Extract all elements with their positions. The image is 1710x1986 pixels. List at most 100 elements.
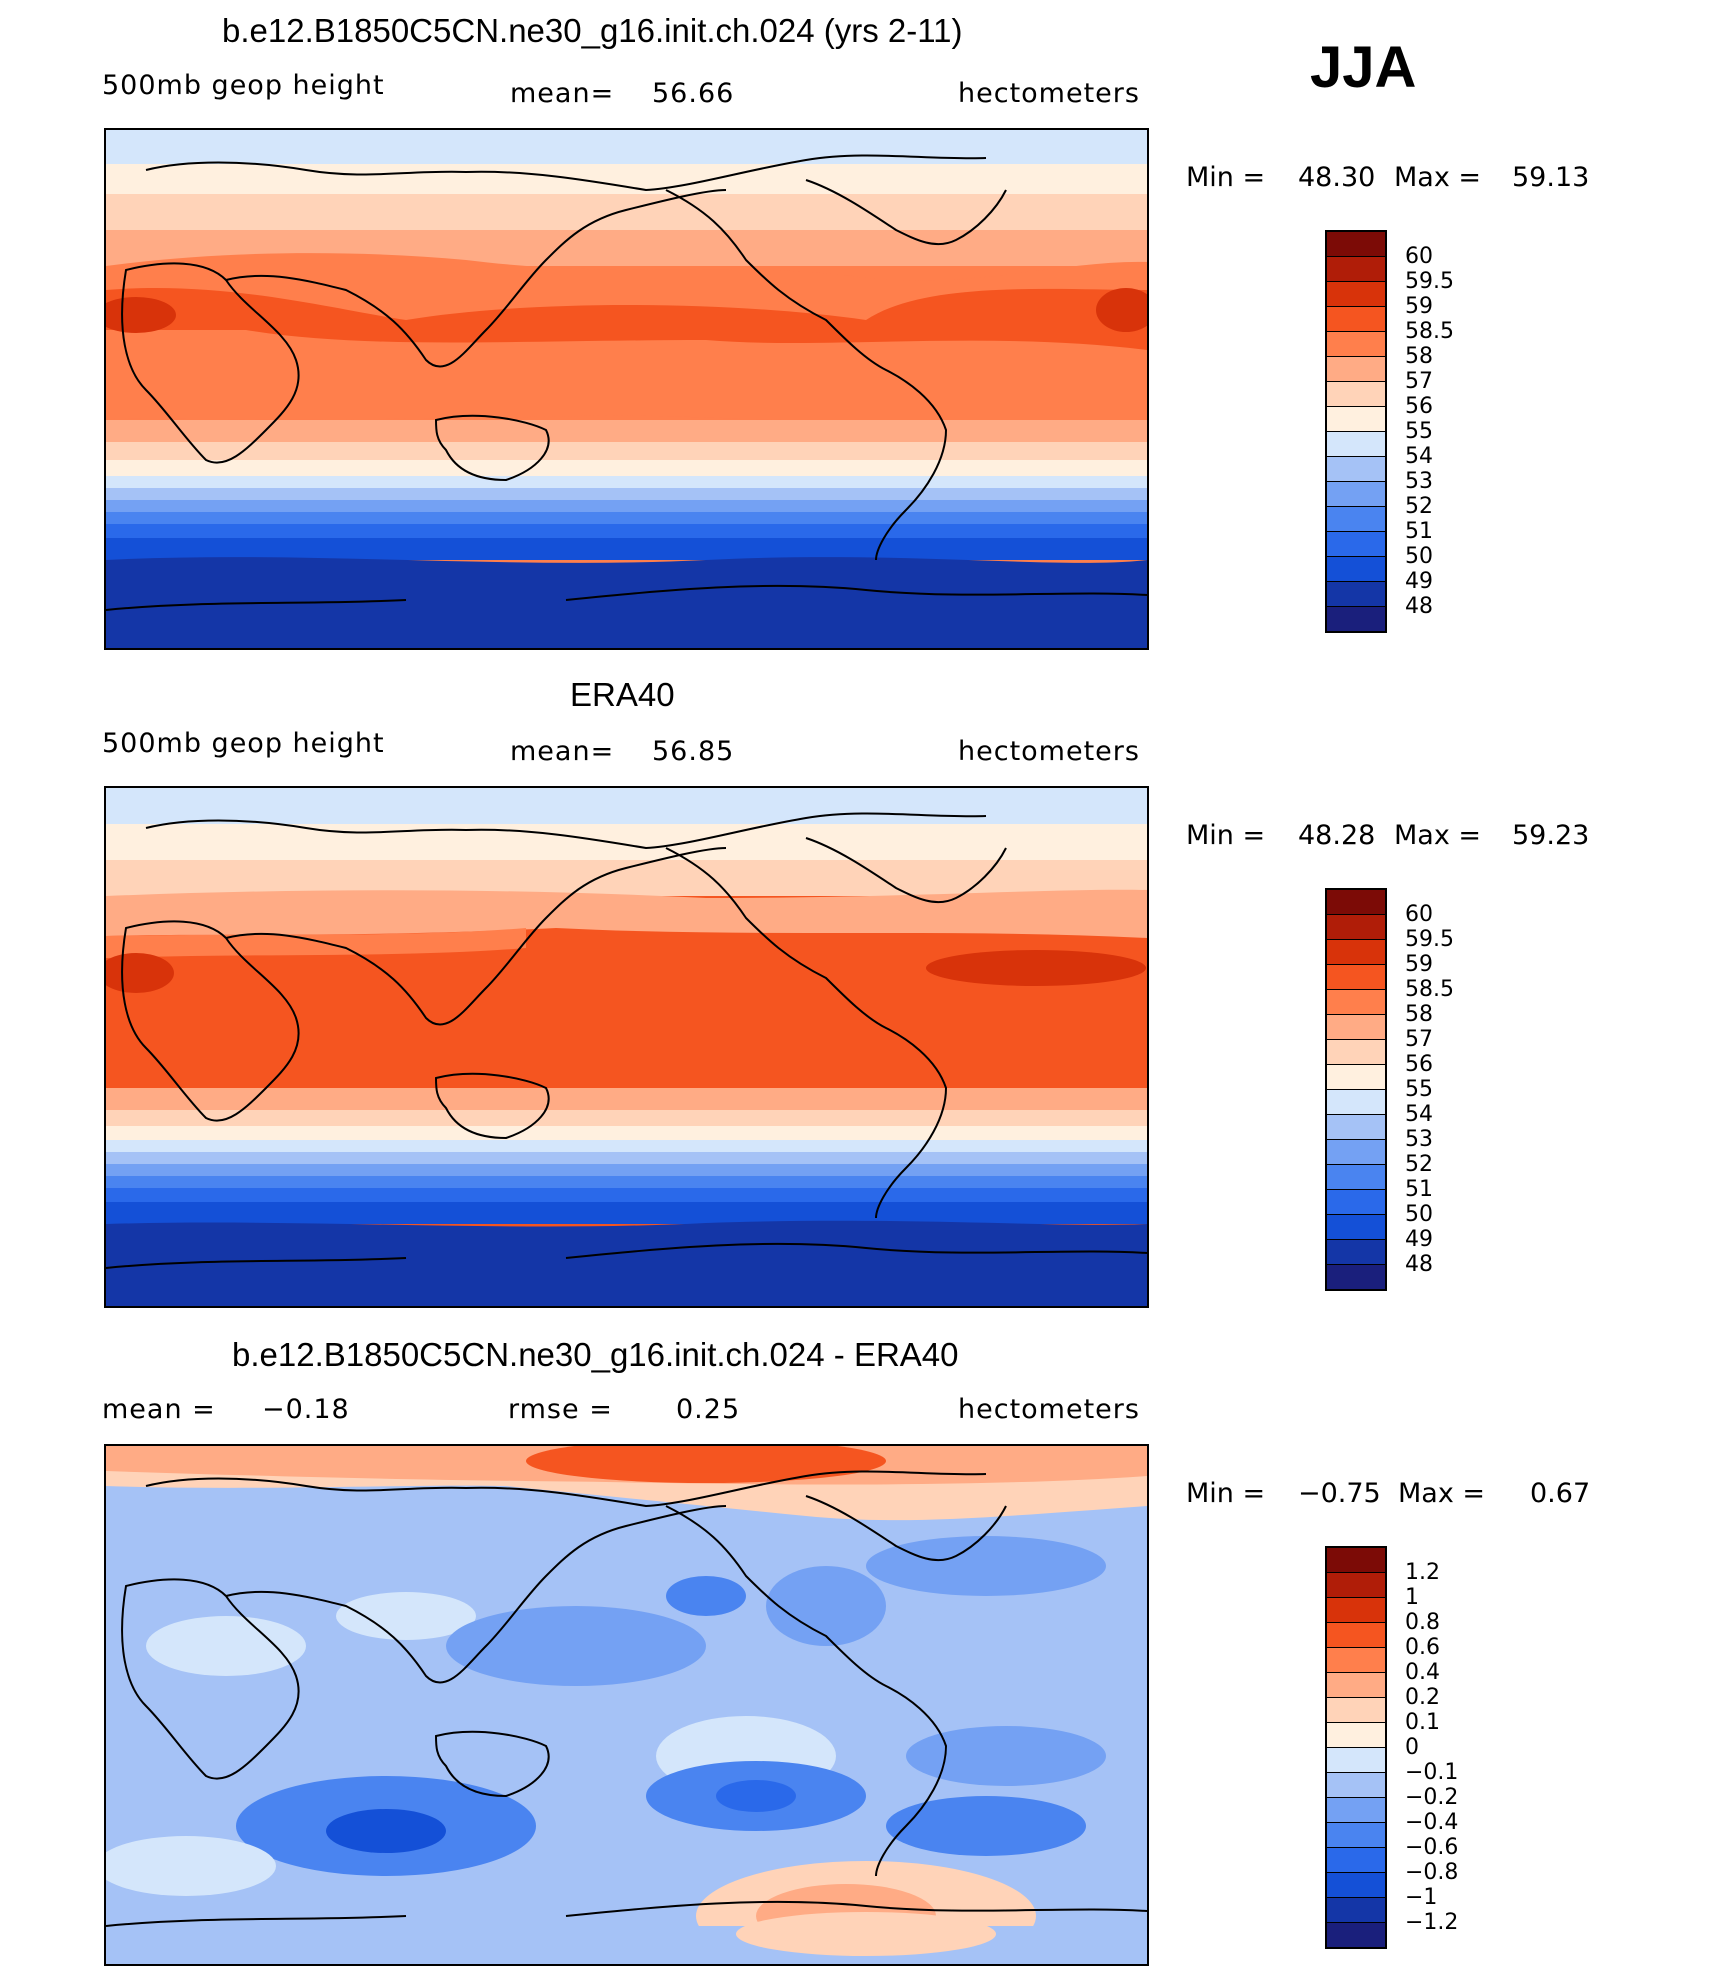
colorbar-label: 59.5	[1405, 269, 1454, 294]
panel-2-mean-label: mean=	[510, 736, 615, 767]
colorbar-swatch	[1327, 532, 1385, 557]
colorbar-label: 60	[1405, 244, 1433, 269]
colorbar-swatch	[1327, 232, 1385, 257]
colorbar-swatch	[1327, 1190, 1385, 1215]
colorbar-label: 55	[1405, 419, 1433, 444]
panel-1-mean-label: mean=	[510, 78, 615, 109]
panel-2-max-value: 59.23	[1512, 820, 1590, 851]
colorbar-label: −0.4	[1405, 1810, 1459, 1835]
colorbar-swatch	[1327, 507, 1385, 532]
panel-3-mean-value: −0.18	[262, 1394, 350, 1425]
colorbar-swatch	[1327, 1898, 1385, 1923]
colorbar-swatch	[1327, 432, 1385, 457]
colorbar-swatch	[1327, 1848, 1385, 1873]
colorbar-swatch	[1327, 1673, 1385, 1698]
colorbar-label: 48	[1405, 594, 1433, 619]
colorbar-label: 52	[1405, 494, 1433, 519]
panel-1-colorbar: 60 59.5 59 58.5 58 57 56 55 54 53 52 51 50 49 48	[1325, 230, 1454, 633]
colorbar-label: 56	[1405, 394, 1433, 419]
colorbar-label: 58.5	[1405, 319, 1454, 344]
colorbar-label: 58.5	[1405, 977, 1454, 1002]
colorbar-label: 53	[1405, 1127, 1433, 1152]
colorbar-swatch	[1327, 1215, 1385, 1240]
panel-3-rmse-label: rmse =	[508, 1394, 613, 1425]
panel-2-variable-label: 500mb geop height	[102, 728, 385, 759]
colorbar-swatch	[1327, 1723, 1385, 1748]
colorbar-label: −0.2	[1405, 1785, 1459, 1810]
colorbar-label: 58	[1405, 344, 1433, 369]
panel-1-title: b.e12.B1850C5CN.ne30_g16.init.ch.024 (yr…	[222, 12, 963, 49]
colorbar-swatch	[1327, 1923, 1385, 1947]
colorbar-swatch	[1327, 1773, 1385, 1798]
colorbar-label: 0.1	[1405, 1710, 1440, 1735]
colorbar-label: 60	[1405, 902, 1433, 927]
colorbar-swatch	[1327, 1265, 1385, 1289]
colorbar-label: −0.8	[1405, 1860, 1459, 1885]
panel-3-map	[104, 1444, 1149, 1966]
colorbar-label: 56	[1405, 1052, 1433, 1077]
panel-2-min-value: 48.28	[1298, 820, 1376, 851]
colorbar-swatch	[1327, 1573, 1385, 1598]
panel-1-min-label: Min =	[1186, 162, 1266, 193]
colorbar-swatch	[1327, 557, 1385, 582]
colorbar-label: 55	[1405, 1077, 1433, 1102]
colorbar-label: 49	[1405, 569, 1433, 594]
colorbar-label: 1.2	[1405, 1560, 1440, 1585]
panel-3-title: b.e12.B1850C5CN.ne30_g16.init.ch.024 - E…	[232, 1336, 959, 1373]
colorbar-swatch	[1327, 1598, 1385, 1623]
panel-3-max-label: Max =	[1398, 1478, 1486, 1509]
colorbar-label: 50	[1405, 1202, 1433, 1227]
colorbar-swatch	[1327, 1648, 1385, 1673]
colorbar-swatch	[1327, 607, 1385, 631]
colorbar-label: 53	[1405, 469, 1433, 494]
colorbar-swatch	[1327, 257, 1385, 282]
colorbar-swatch	[1327, 890, 1385, 915]
colorbar-label: −1	[1405, 1885, 1438, 1910]
panel-2-map	[104, 786, 1149, 1308]
colorbar-swatch	[1327, 1798, 1385, 1823]
colorbar-label: 48	[1405, 1252, 1433, 1277]
panel-3-min-label: Min =	[1186, 1478, 1266, 1509]
colorbar-swatch	[1327, 1140, 1385, 1165]
colorbar-label: 0.2	[1405, 1685, 1440, 1710]
colorbar-swatch	[1327, 1090, 1385, 1115]
colorbar-swatch	[1327, 482, 1385, 507]
colorbar-swatch	[1327, 382, 1385, 407]
panel-2-max-label: Max =	[1394, 820, 1482, 851]
panel-2-colorbar: 60 59.5 59 58.5 58 57 56 55 54 53 52 51 50 49 48	[1325, 888, 1454, 1291]
colorbar-label: −1.2	[1405, 1910, 1459, 1935]
colorbar-label: 59.5	[1405, 927, 1454, 952]
colorbar-swatch	[1327, 915, 1385, 940]
colorbar-swatch	[1327, 1065, 1385, 1090]
colorbar-swatch	[1327, 457, 1385, 482]
colorbar-label: 0	[1405, 1735, 1419, 1760]
colorbar-label: 57	[1405, 369, 1433, 394]
panel-1-max-label: Max =	[1394, 162, 1482, 193]
colorbar-swatch	[1327, 1165, 1385, 1190]
panel-2-units: hectometers	[958, 736, 1140, 767]
colorbar-swatch	[1327, 1548, 1385, 1573]
colorbar-label: 1	[1405, 1585, 1419, 1610]
colorbar-label: 51	[1405, 519, 1433, 544]
colorbar-label: 0.8	[1405, 1610, 1440, 1635]
colorbar-swatch	[1327, 965, 1385, 990]
panel-3-max-value: 0.67	[1530, 1478, 1591, 1509]
panel-1-variable-label: 500mb geop height	[102, 70, 385, 101]
colorbar-label: 51	[1405, 1177, 1433, 1202]
colorbar-label: 54	[1405, 1102, 1433, 1127]
panel-3-rmse-value: 0.25	[676, 1394, 741, 1425]
colorbar-label: 0.4	[1405, 1660, 1440, 1685]
colorbar-label: 0.6	[1405, 1635, 1440, 1660]
colorbar-swatch	[1327, 990, 1385, 1015]
colorbar-label: 50	[1405, 544, 1433, 569]
colorbar-swatch	[1327, 1698, 1385, 1723]
panel-3-min-value: −0.75	[1298, 1478, 1381, 1509]
panel-3-colorbar: 1.2 1 0.8 0.6 0.4 0.2 0.1 0 −0.1 −0.2 −0.4 −0.6 −0.8…	[1325, 1546, 1458, 1949]
colorbar-swatch	[1327, 1240, 1385, 1265]
panel-2-mean-value: 56.85	[652, 736, 735, 767]
colorbar-swatch	[1327, 1623, 1385, 1648]
colorbar-label: 59	[1405, 294, 1433, 319]
colorbar-swatch	[1327, 282, 1385, 307]
colorbar-swatch	[1327, 307, 1385, 332]
colorbar-label: 59	[1405, 952, 1433, 977]
